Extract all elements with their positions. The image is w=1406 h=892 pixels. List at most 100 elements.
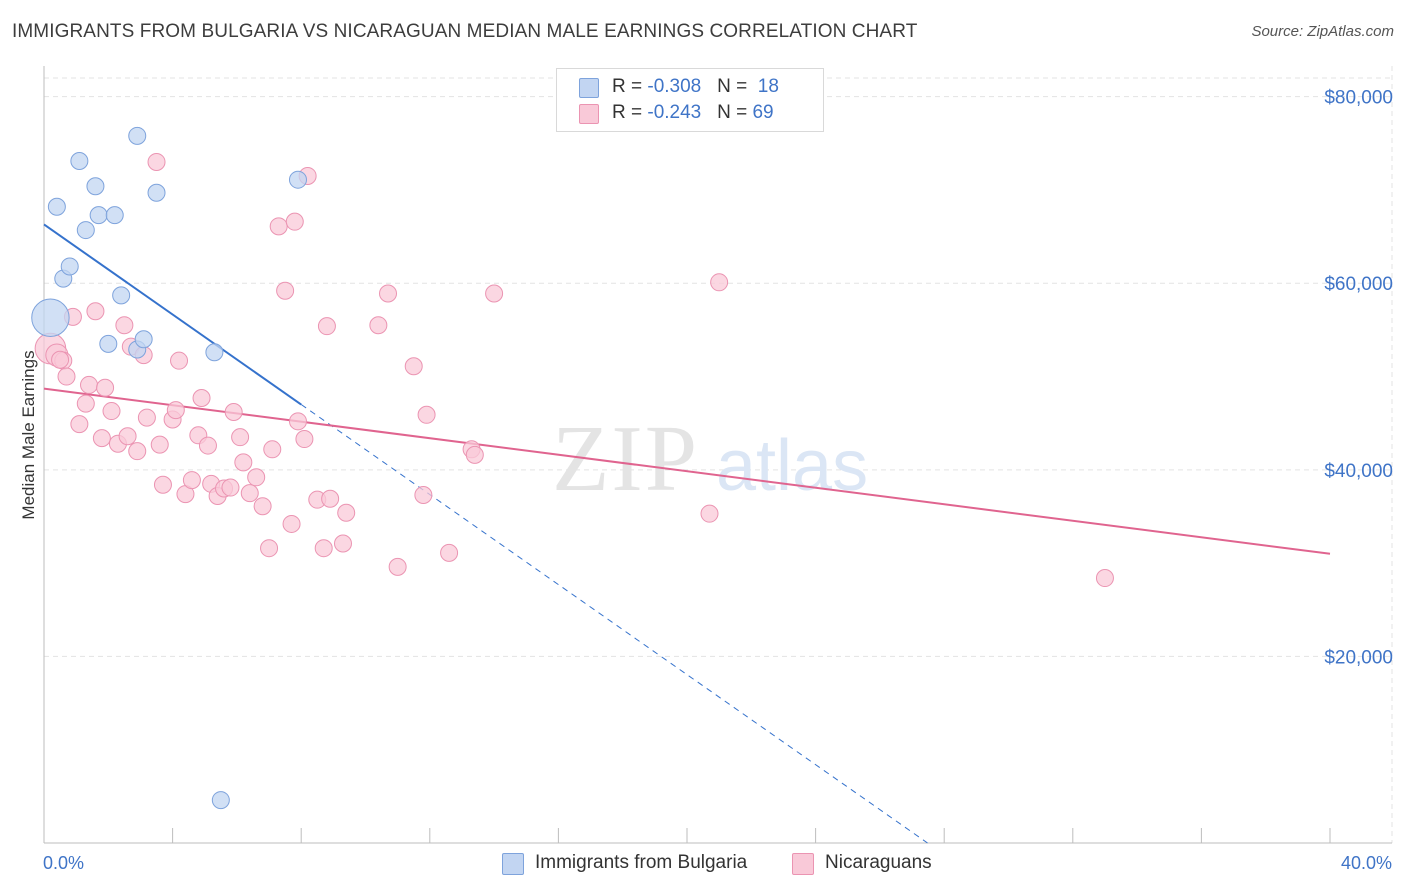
n-label: N = bbox=[717, 76, 753, 97]
n-label: N = bbox=[717, 102, 753, 123]
point-nicaraguans bbox=[147, 152, 166, 171]
y-axis-label-wrap: Median Male Earnings bbox=[14, 290, 44, 590]
point-nicaraguans bbox=[137, 408, 156, 427]
point-nicaraguans bbox=[198, 436, 217, 455]
point-nicaraguans bbox=[51, 350, 70, 369]
point-nicaraguans bbox=[182, 471, 201, 490]
point-nicaraguans bbox=[76, 394, 95, 413]
point-nicaraguans bbox=[234, 453, 253, 472]
point-nicaraguans bbox=[333, 534, 352, 553]
y-tick-label: $60,000 bbox=[1324, 274, 1393, 295]
y-axis-label: Median Male Earnings bbox=[19, 350, 38, 520]
point-nicaraguans bbox=[260, 539, 279, 558]
point-nicaraguans bbox=[221, 478, 240, 497]
point-nicaraguans bbox=[404, 357, 423, 376]
axis-layer bbox=[43, 66, 1392, 844]
point-bulgaria bbox=[99, 334, 118, 353]
y-tick-label: $40,000 bbox=[1324, 461, 1393, 482]
point-nicaraguans bbox=[70, 415, 89, 434]
point-nicaraguans bbox=[192, 388, 211, 407]
x-tick-label-min: 0.0% bbox=[43, 853, 85, 873]
point-nicaraguans bbox=[321, 489, 340, 508]
point-nicaraguans bbox=[166, 401, 185, 420]
point-nicaraguans bbox=[263, 440, 282, 459]
point-nicaraguans bbox=[80, 375, 99, 394]
watermark-zip: ZIP bbox=[552, 407, 699, 511]
r-label: R = bbox=[612, 76, 648, 97]
point-nicaraguans bbox=[269, 217, 288, 236]
legend-swatch-nicaraguans bbox=[792, 853, 814, 875]
r-value: -0.243 bbox=[647, 102, 702, 123]
point-bulgaria bbox=[89, 206, 108, 225]
point-bulgaria bbox=[60, 257, 79, 276]
points-layer bbox=[31, 126, 1114, 810]
point-nicaraguans bbox=[128, 442, 147, 461]
point-nicaraguans bbox=[288, 412, 307, 431]
point-bulgaria bbox=[134, 330, 153, 349]
point-nicaraguans bbox=[414, 486, 433, 505]
point-nicaraguans bbox=[115, 316, 134, 335]
stats-legend-text-bulgaria: R = -0.308 N = 18 bbox=[612, 76, 779, 98]
point-nicaraguans bbox=[240, 484, 259, 503]
point-bulgaria bbox=[70, 152, 89, 171]
legend-swatch-bulgaria bbox=[579, 78, 599, 98]
source-label: Source: ZipAtlas.com bbox=[1251, 23, 1394, 40]
point-nicaraguans bbox=[86, 302, 105, 321]
point-nicaraguans bbox=[118, 427, 137, 446]
point-nicaraguans bbox=[379, 284, 398, 303]
n-value: 18 bbox=[757, 76, 779, 97]
point-nicaraguans bbox=[285, 212, 304, 231]
point-nicaraguans bbox=[153, 475, 172, 494]
point-bulgaria bbox=[288, 170, 307, 189]
x-tick-label-max: 40.0% bbox=[1340, 853, 1392, 873]
point-nicaraguans bbox=[369, 316, 388, 335]
point-nicaraguans bbox=[247, 468, 266, 487]
point-bulgaria bbox=[31, 298, 70, 337]
y-tick-label: $80,000 bbox=[1324, 88, 1393, 109]
point-nicaraguans bbox=[314, 539, 333, 558]
point-bulgaria bbox=[112, 286, 131, 305]
point-nicaraguans bbox=[102, 402, 121, 421]
r-label: R = bbox=[612, 102, 648, 123]
r-value: -0.308 bbox=[647, 76, 702, 97]
legend-swatch-nicaraguans bbox=[579, 104, 599, 124]
point-nicaraguans bbox=[1095, 569, 1114, 588]
point-bulgaria bbox=[205, 343, 224, 362]
point-bulgaria bbox=[128, 126, 147, 145]
point-nicaraguans bbox=[295, 430, 314, 449]
y-tick-label: $20,000 bbox=[1324, 647, 1393, 668]
point-bulgaria bbox=[147, 183, 166, 202]
point-nicaraguans bbox=[317, 317, 336, 336]
legend-swatch-bulgaria bbox=[502, 853, 524, 875]
point-nicaraguans bbox=[388, 557, 407, 576]
watermark-atlas: atlas bbox=[716, 426, 868, 506]
point-nicaraguans bbox=[700, 504, 719, 523]
point-nicaraguans bbox=[253, 497, 272, 516]
point-nicaraguans bbox=[417, 405, 436, 424]
point-nicaraguans bbox=[485, 284, 504, 303]
point-bulgaria bbox=[76, 221, 95, 240]
point-nicaraguans bbox=[282, 514, 301, 533]
legend-label-bulgaria: Immigrants from Bulgaria bbox=[535, 852, 748, 873]
grid-layer bbox=[44, 66, 1393, 843]
point-bulgaria bbox=[47, 197, 66, 216]
point-bulgaria bbox=[105, 206, 124, 225]
point-nicaraguans bbox=[57, 367, 76, 386]
point-nicaraguans bbox=[92, 429, 111, 448]
point-nicaraguans bbox=[150, 435, 169, 454]
series-legend: Immigrants from Bulgaria Nicaraguans bbox=[0, 851, 1406, 877]
point-nicaraguans bbox=[710, 273, 729, 292]
stats-legend: R = -0.308 N = 18 R = -0.243 N = 69 bbox=[556, 68, 824, 132]
legend-label-nicaraguans: Nicaraguans bbox=[825, 852, 932, 873]
trend-line-bulgaria bbox=[43, 223, 302, 406]
point-bulgaria bbox=[211, 791, 230, 810]
point-nicaraguans bbox=[96, 378, 115, 397]
point-bulgaria bbox=[86, 177, 105, 196]
point-nicaraguans bbox=[224, 402, 243, 421]
trend-line-nicaraguans bbox=[43, 387, 1331, 555]
point-nicaraguans bbox=[337, 503, 356, 522]
watermark: ZIP atlas bbox=[552, 407, 868, 511]
point-nicaraguans bbox=[231, 428, 250, 447]
point-nicaraguans bbox=[170, 351, 189, 370]
